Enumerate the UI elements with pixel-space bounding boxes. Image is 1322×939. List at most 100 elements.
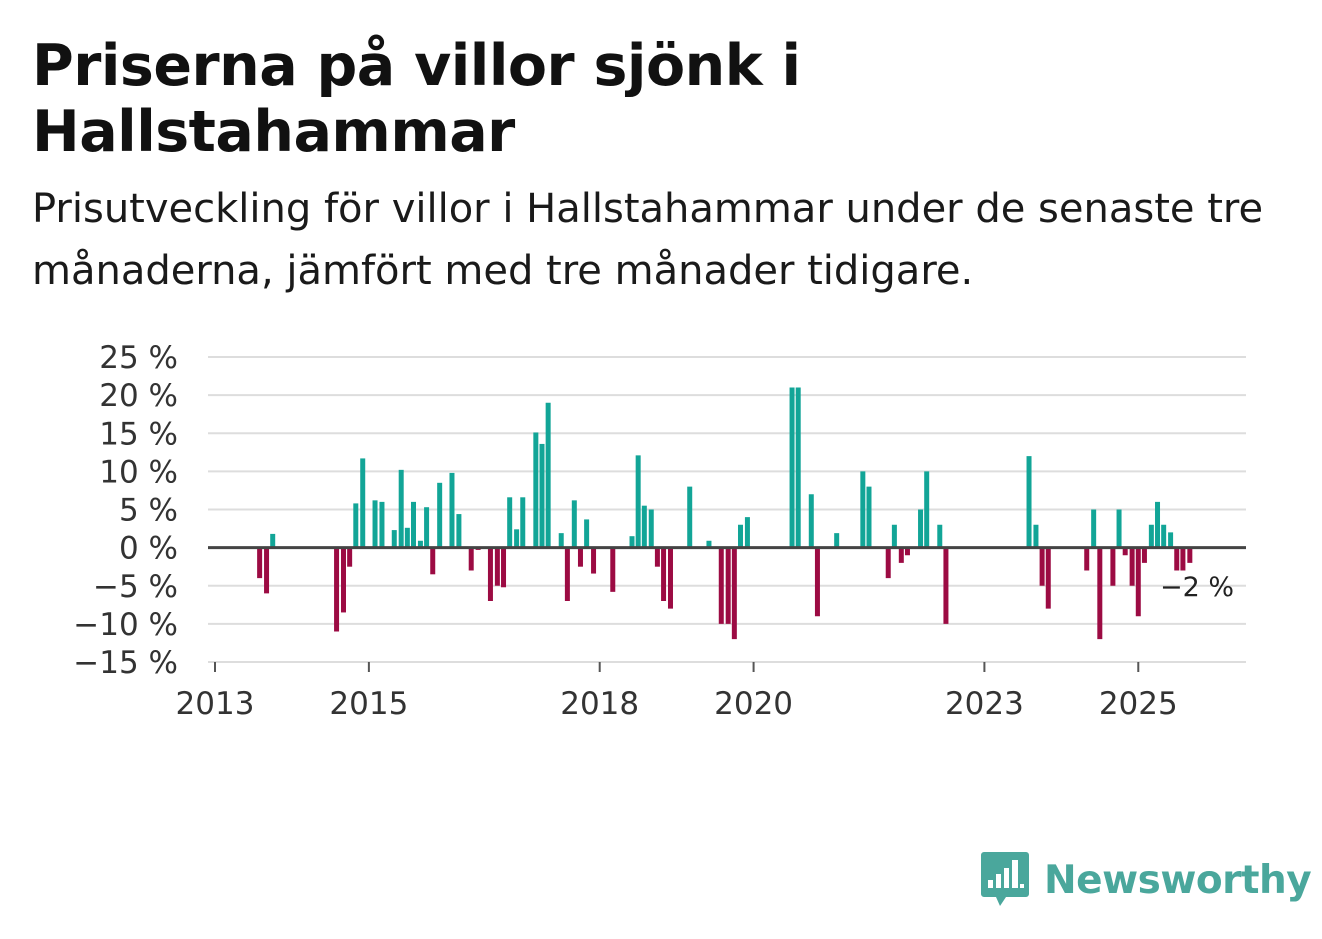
bar	[738, 524, 744, 548]
bar	[334, 547, 340, 632]
bar	[545, 402, 551, 548]
bar	[1122, 547, 1128, 556]
bar	[360, 458, 366, 548]
bar	[654, 547, 660, 567]
bar	[1129, 547, 1135, 586]
bar-chart: 25 %20 %15 %10 %5 %0 %−5 %−10 %−15 % 2013…	[73, 340, 1246, 722]
bar	[404, 527, 410, 548]
bar	[834, 533, 840, 548]
bar	[424, 507, 430, 548]
newsworthy-logo-text: Newsworthy	[1044, 857, 1312, 903]
bar	[347, 547, 353, 567]
bar	[257, 547, 263, 579]
bar	[706, 540, 712, 548]
bar	[1116, 509, 1122, 548]
y-tick-label: 10 %	[99, 454, 178, 490]
bar	[1026, 456, 1032, 548]
bar	[635, 455, 641, 548]
bar	[795, 387, 801, 548]
bar	[1141, 547, 1147, 563]
bar	[1097, 547, 1103, 640]
bar	[1039, 547, 1045, 586]
x-tick-label: 2013	[176, 686, 255, 722]
y-tick-label: 20 %	[99, 378, 178, 414]
bar	[468, 547, 474, 571]
bar	[860, 471, 866, 548]
x-tick-label: 2020	[714, 686, 793, 722]
bar	[667, 547, 673, 609]
bar	[591, 547, 597, 574]
bar	[487, 547, 493, 601]
bar	[814, 547, 820, 617]
bar	[1110, 547, 1116, 586]
bar	[372, 500, 378, 548]
bar	[918, 509, 924, 548]
x-tick-label: 2015	[329, 686, 408, 722]
bar	[571, 500, 577, 548]
bar	[564, 547, 570, 601]
bar	[584, 519, 590, 548]
newsworthy-logo-icon	[981, 852, 1029, 906]
bar	[610, 547, 616, 592]
bar	[353, 503, 359, 548]
bar	[744, 517, 750, 548]
bar	[1084, 547, 1090, 571]
bar	[430, 547, 436, 575]
bar	[514, 529, 520, 548]
bar	[789, 387, 795, 548]
y-tick-label: 5 %	[119, 493, 178, 529]
x-tick-label: 2025	[1099, 686, 1178, 722]
bar	[1135, 547, 1141, 617]
bar	[661, 547, 667, 601]
bar	[417, 540, 423, 548]
bar	[437, 482, 443, 548]
chart-title: Priserna på villor sjönk i Hallstahammar	[32, 33, 801, 165]
bar	[539, 443, 545, 548]
y-tick-label: −5 %	[93, 569, 178, 605]
bar	[264, 547, 270, 594]
last-value-label: −2 %	[1160, 572, 1234, 603]
y-tick-label: 15 %	[99, 416, 178, 452]
newsworthy-logo: Newsworthy	[980, 850, 1312, 910]
bar	[1174, 547, 1180, 571]
bar	[507, 497, 513, 548]
bar	[943, 547, 949, 624]
bar	[648, 509, 654, 548]
bar	[501, 547, 507, 588]
bar	[1033, 524, 1039, 548]
bar	[411, 501, 417, 548]
bar	[340, 547, 346, 613]
y-tick-label: −10 %	[73, 607, 178, 643]
bar	[533, 432, 539, 548]
bar	[687, 486, 693, 548]
bar	[577, 547, 583, 567]
bar	[937, 524, 943, 548]
y-tick-label: 0 %	[119, 531, 178, 567]
chart-subtitle: Prisutveckling för villor i Hallstahamma…	[32, 186, 1264, 294]
bar	[494, 547, 500, 586]
bar	[891, 524, 897, 548]
bar	[1155, 501, 1161, 548]
bar	[1091, 509, 1097, 548]
bar	[904, 547, 910, 556]
bar	[379, 501, 385, 548]
bar	[1187, 547, 1193, 563]
bar	[731, 547, 737, 640]
x-tick-label: 2018	[560, 686, 639, 722]
bar	[391, 530, 397, 548]
y-tick-label: −15 %	[73, 645, 178, 681]
bar	[1161, 524, 1167, 548]
bar	[270, 533, 276, 548]
bar	[924, 471, 930, 548]
bar	[808, 494, 814, 548]
bar	[725, 547, 731, 624]
bar	[1180, 547, 1186, 571]
bar	[456, 514, 462, 548]
bar	[718, 547, 724, 624]
bar	[898, 547, 904, 563]
bar	[1168, 532, 1174, 548]
bar	[629, 536, 635, 548]
bar	[558, 533, 564, 548]
bar	[520, 497, 526, 548]
bar	[449, 472, 455, 548]
